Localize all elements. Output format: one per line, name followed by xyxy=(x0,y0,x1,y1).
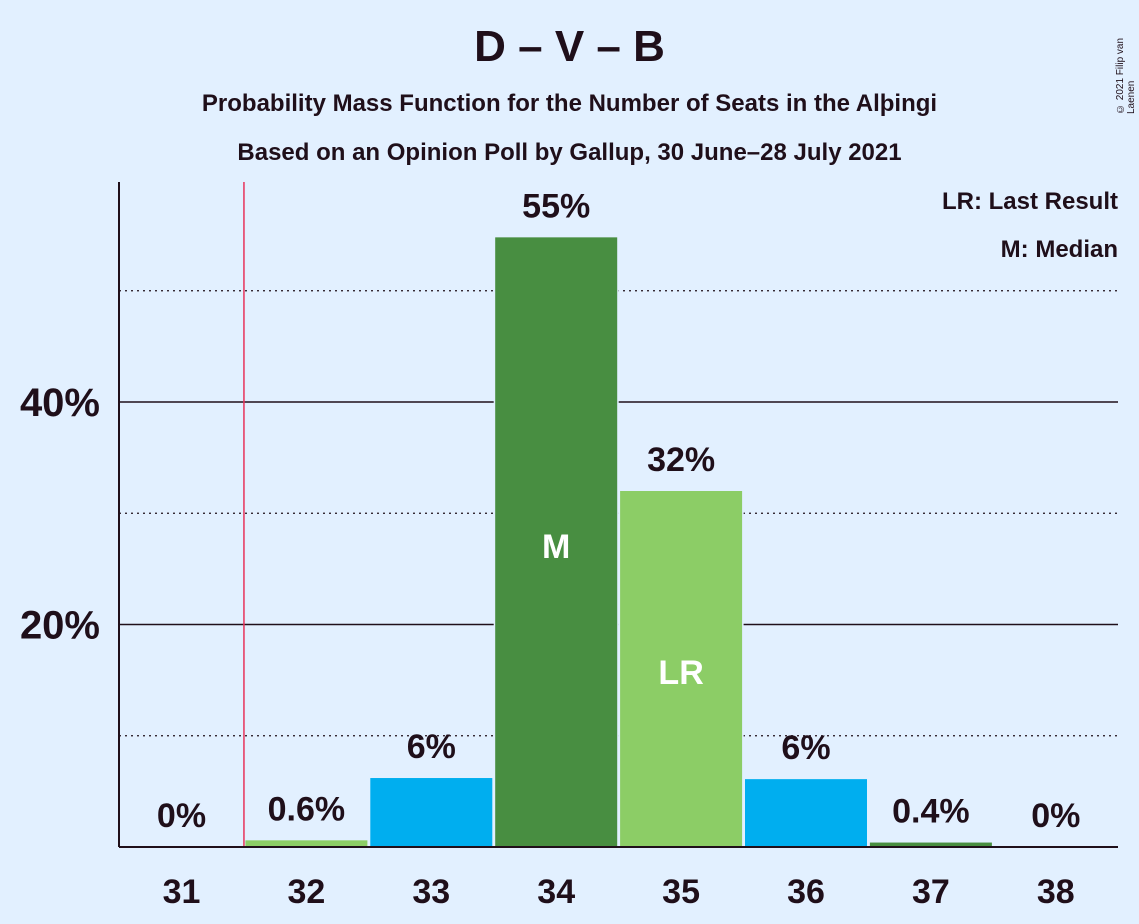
bar-33 xyxy=(370,778,493,847)
chart-subtitle-2: Based on an Opinion Poll by Gallup, 30 J… xyxy=(237,139,902,166)
data-label-31: 0% xyxy=(157,797,206,835)
data-label-34: 55% xyxy=(522,187,590,225)
x-tick-label: 33 xyxy=(412,873,450,911)
legend-median: M: Median xyxy=(1001,236,1118,263)
bar-37 xyxy=(869,842,992,847)
axes: 20% 40% 31 32 33 34 35 36 37 38 xyxy=(20,182,1118,911)
data-label-33: 6% xyxy=(407,728,456,766)
chart-title: D – V – B xyxy=(474,22,665,71)
x-tick-label: 36 xyxy=(787,873,825,911)
bars: 0% 0.6% 6% 55% M 32% LR 6% 0.4% 0% xyxy=(157,187,1080,848)
inner-label-m: M xyxy=(542,528,570,566)
bar-36 xyxy=(745,779,867,847)
x-tick-label: 38 xyxy=(1037,873,1075,911)
y-tick-label: 40% xyxy=(20,381,100,425)
bar-35 xyxy=(620,491,743,847)
bar-34 xyxy=(495,237,618,848)
bar-32 xyxy=(245,840,368,847)
data-label-36: 6% xyxy=(781,729,830,767)
data-label-37: 0.4% xyxy=(892,793,970,831)
x-tick-label: 31 xyxy=(163,873,201,911)
chart-subtitle: Probability Mass Function for the Number… xyxy=(201,90,938,117)
x-tick-label: 35 xyxy=(662,873,700,911)
data-label-38: 0% xyxy=(1031,797,1080,835)
x-tick-label: 34 xyxy=(537,873,575,911)
data-label-32: 0.6% xyxy=(268,790,346,828)
x-tick-label: 37 xyxy=(912,873,950,911)
x-tick-label: 32 xyxy=(287,873,325,911)
legend-last-result: LR: Last Result xyxy=(942,188,1118,215)
y-tick-label: 20% xyxy=(20,604,100,648)
inner-label-lr: LR xyxy=(658,654,703,692)
data-label-35: 32% xyxy=(647,441,715,479)
